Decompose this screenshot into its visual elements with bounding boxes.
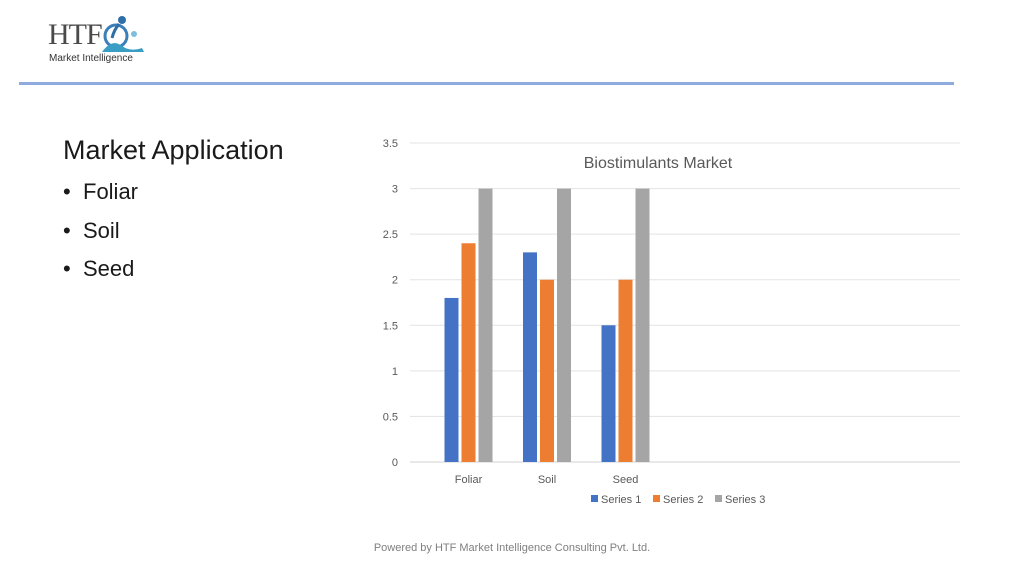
bullet-text: Seed: [83, 256, 135, 281]
bar-chart: 0 0.5 1 1.5 2 2.5 3 3.5 Biostimulants Market Foli…: [383, 138, 960, 506]
bullet-text: Foliar: [83, 179, 139, 204]
bar-3: [635, 188, 650, 463]
y-tick-label: 3.5: [383, 138, 398, 150]
bar-3: [478, 188, 493, 463]
logo-brand-text: HTF: [48, 18, 103, 51]
bullet-item: • Foliar: [63, 176, 138, 215]
header-divider: [19, 82, 954, 85]
bar-3: [557, 188, 571, 463]
logo-tagline: Market Intelligence: [49, 53, 133, 64]
legend-swatch: [653, 495, 660, 502]
bar-2: [540, 279, 554, 462]
x-tick-label: Soil: [538, 474, 556, 486]
legend-label: Series 3: [725, 494, 765, 506]
company-logo: HTF Market Intelligence: [44, 12, 154, 72]
logo-emblem-icon: [102, 16, 144, 52]
bullet-text: Soil: [83, 217, 120, 243]
y-tick-label: 2.5: [383, 229, 398, 241]
legend-label: Series 2: [663, 494, 703, 506]
y-tick-label: 3: [392, 184, 398, 196]
bullet-list: • Foliar • Soil • Seed: [63, 176, 138, 292]
y-tick-label: 1: [392, 366, 398, 378]
bar-2: [461, 243, 476, 462]
legend-swatch: [715, 495, 722, 502]
bullet-icon: •: [63, 179, 71, 204]
bullet-icon: •: [63, 217, 71, 243]
y-tick-label: 2: [392, 275, 398, 287]
bar-2: [618, 279, 633, 462]
y-tick-label: 1.5: [383, 320, 398, 332]
bar-1: [601, 325, 616, 462]
bar-1: [523, 252, 537, 462]
y-tick-label: 0: [392, 457, 398, 469]
x-tick-label: Seed: [613, 474, 639, 486]
legend-label: Series 1: [601, 494, 641, 506]
footer-text: Powered by HTF Market Intelligence Consu…: [373, 542, 651, 554]
legend-swatch: [591, 495, 598, 502]
y-tick-label: 0.5: [383, 411, 398, 423]
slide-title: Market Application: [63, 135, 284, 165]
chart-title: Biostimulants Market: [584, 155, 733, 172]
bullet-icon: •: [63, 256, 71, 281]
bullet-item: • Seed: [63, 253, 138, 292]
bar-1: [444, 297, 459, 462]
bullet-item: • Soil: [63, 215, 138, 254]
x-tick-label: Foliar: [455, 474, 483, 486]
